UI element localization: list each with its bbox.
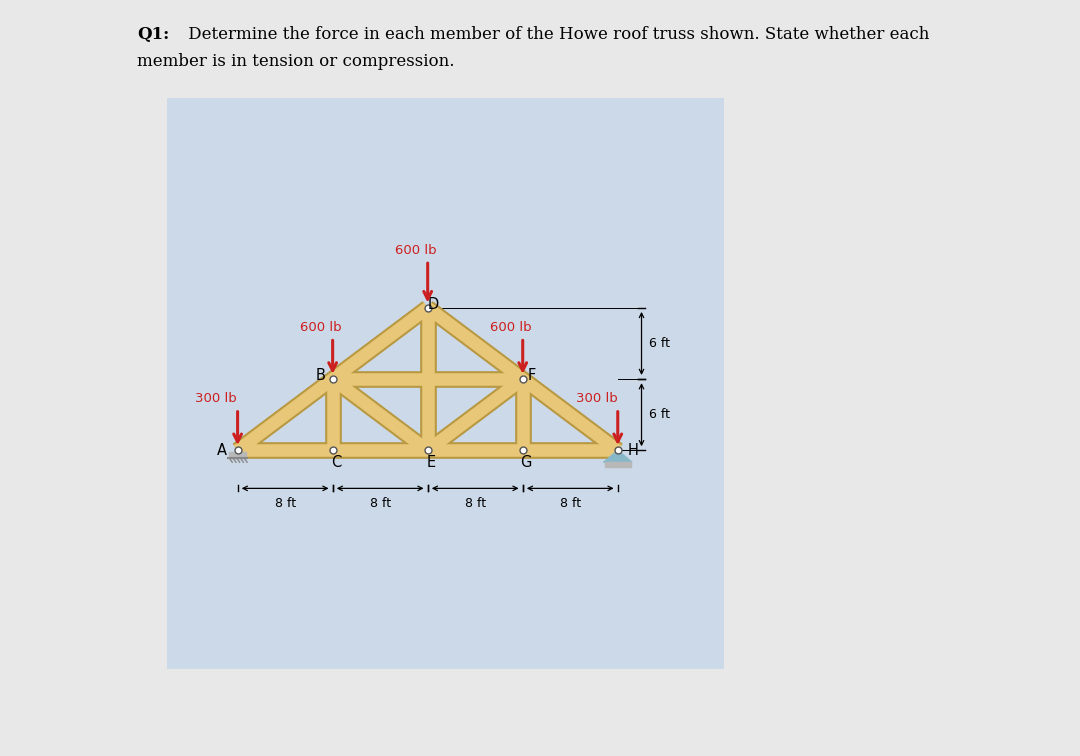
Text: F: F <box>528 368 537 383</box>
Bar <box>229 452 246 458</box>
Text: 300 lb: 300 lb <box>195 392 238 405</box>
Text: G: G <box>521 455 532 469</box>
Bar <box>605 462 631 467</box>
Text: 8 ft: 8 ft <box>464 497 486 510</box>
Text: H: H <box>627 443 638 458</box>
Text: 6 ft: 6 ft <box>649 337 670 350</box>
Text: 600 lb: 600 lb <box>490 321 531 334</box>
Text: member is in tension or compression.: member is in tension or compression. <box>137 53 455 70</box>
Text: 8 ft: 8 ft <box>369 497 391 510</box>
Text: E: E <box>427 455 436 469</box>
Text: 8 ft: 8 ft <box>559 497 581 510</box>
Text: Q1:: Q1: <box>137 26 170 43</box>
Text: C: C <box>332 455 341 469</box>
Polygon shape <box>604 451 632 462</box>
Text: Determine the force in each member of the Howe roof truss shown. State whether e: Determine the force in each member of th… <box>183 26 929 43</box>
Text: 8 ft: 8 ft <box>274 497 296 510</box>
Text: 300 lb: 300 lb <box>576 392 618 405</box>
Text: 6 ft: 6 ft <box>649 408 670 421</box>
Text: 600 lb: 600 lb <box>395 243 436 257</box>
Text: B: B <box>315 368 326 383</box>
Text: D: D <box>428 297 440 311</box>
Text: 600 lb: 600 lb <box>300 321 341 334</box>
Text: A: A <box>217 443 227 458</box>
